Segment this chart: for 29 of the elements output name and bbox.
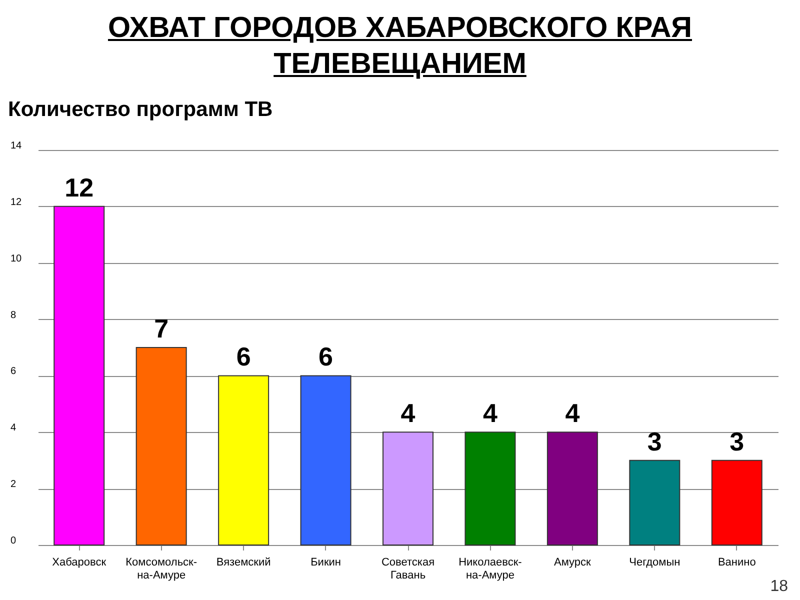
chart-subtitle: Количество программ ТВ [8,98,273,122]
x-tick-label: Комсомольск-на-Амуре [126,556,198,582]
x-tick-label: Советская Гавань [381,556,435,582]
x-tick-label: Николаевск-на-Амуре [458,556,522,582]
data-label: 12 [64,172,94,202]
y-tick-label: 10 [10,253,22,264]
text: 18 [770,578,788,596]
data-label: 4 [482,398,498,428]
data-label: 3 [647,426,662,456]
data-label: 7 [154,314,169,344]
data-label: 6 [318,342,334,372]
x-tick-label: Хабаровск [52,556,106,568]
y-tick-label: 0 [10,536,16,546]
x-tick-label: Вяземский [216,556,271,568]
data-label: 4 [400,398,416,428]
x-tick-label: Чегдомын [629,556,680,568]
x-tick-label: Ванино [718,556,756,568]
x-tick-label: Бикин [310,556,341,568]
y-tick-label: 14 [10,140,22,152]
x-tick-label: Амурск [554,556,592,568]
data-label: 3 [730,426,744,456]
chart-title: ОХВАТ ГОРОДОВ ХАБАРОВСКОГО КРАЯ ТЕЛЕВЕЩАНИЕМ [106,11,693,82]
data-label: 6 [236,342,251,372]
y-tick-label: 8 [10,310,16,321]
y-tick-label: 2 [10,479,16,490]
y-tick-label: 12 [10,196,22,208]
y-tick-label: 6 [10,366,16,378]
data-label: 4 [565,398,580,428]
y-tick-label: 4 [10,422,16,434]
